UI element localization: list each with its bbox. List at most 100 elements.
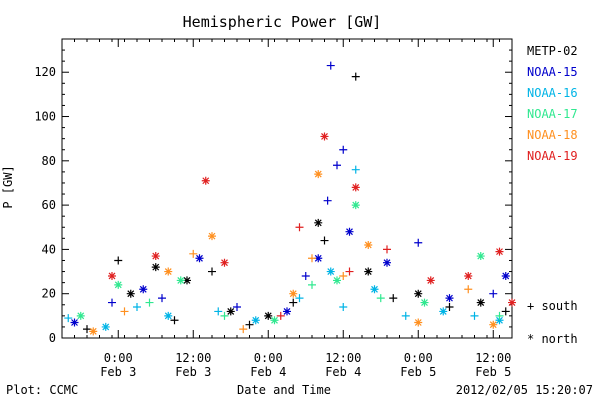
y-tick-label: 20 [42, 287, 56, 301]
data-point-south [339, 271, 348, 280]
data-point-north [139, 285, 148, 294]
plot-credit: Plot: CCMC [6, 383, 78, 397]
data-point-south [326, 61, 335, 70]
data-point-north [264, 311, 273, 320]
legend: METP-02 NOAA-15 NOAA-16 NOAA-17 NOAA-18 NOAA-… [527, 44, 578, 163]
legend-item: NOAA-18 [527, 128, 578, 142]
data-point-south [501, 307, 510, 316]
data-point-south [170, 316, 179, 325]
data-point-north [489, 320, 498, 329]
data-point-north [251, 316, 260, 325]
data-point-south [333, 161, 341, 170]
data-point-south [295, 223, 304, 232]
data-point-north [333, 276, 341, 285]
data-point-north [364, 240, 373, 249]
data-point-north [345, 227, 354, 236]
data-point-south [289, 298, 298, 307]
data-point-north [76, 311, 85, 320]
data-point-north [364, 267, 373, 276]
data-point-south [389, 294, 398, 303]
data-point-north [495, 316, 504, 325]
data-point-north [283, 307, 291, 316]
x-tick-label-date: Feb 4 [325, 365, 361, 379]
data-point-north [370, 285, 379, 294]
data-point-south [233, 302, 241, 311]
legend-north-key: * north [527, 332, 578, 346]
data-point-north [108, 271, 116, 280]
data-point-south [339, 145, 348, 154]
y-tick-label: 120 [34, 65, 56, 79]
data-point-north [426, 276, 435, 285]
data-point-south [339, 302, 348, 311]
data-point-south [83, 325, 91, 334]
data-point-south [189, 249, 198, 258]
x-tick-label-time: 0:00 [104, 351, 133, 365]
data-point-north [476, 252, 485, 261]
data-point-north [320, 132, 329, 141]
data-point-north [495, 247, 504, 256]
data-point-south [239, 325, 248, 334]
data-point-north [164, 311, 173, 320]
data-point-north [314, 218, 323, 227]
data-point-north [351, 201, 360, 210]
x-tick-label-date: Feb 3 [175, 365, 211, 379]
chart-title: Hemispheric Power [GW] [183, 13, 382, 31]
data-point-north [201, 176, 210, 185]
data-point-south [401, 311, 410, 320]
x-tick-label-time: 12:00 [175, 351, 211, 365]
data-point-south [351, 165, 360, 174]
data-point-south [414, 238, 423, 247]
data-point-south [383, 245, 391, 254]
y-tick-label: 100 [34, 110, 56, 124]
data-point-north [508, 298, 516, 307]
data-point-north [464, 271, 473, 280]
data-point-south [320, 236, 329, 245]
data-point-north [126, 289, 135, 298]
x-tick-label-date: Feb 4 [250, 365, 286, 379]
data-point-south [345, 267, 354, 276]
data-point-north [114, 280, 123, 289]
data-point-south [220, 311, 229, 320]
data-point-south [445, 302, 454, 311]
data-point-south [351, 72, 360, 81]
data-point-south [376, 294, 385, 303]
data-point-south [470, 311, 479, 320]
data-point-south [489, 289, 498, 298]
data-point-north [289, 289, 298, 298]
data-point-north [445, 294, 454, 303]
data-point-south [323, 196, 332, 205]
data-point-south [276, 311, 285, 320]
data-point-north [220, 258, 229, 267]
data-point-south [308, 254, 316, 263]
data-point-north [439, 307, 448, 316]
y-axis-label: P [GW] [1, 165, 15, 208]
data-point-north [70, 318, 79, 327]
data-point-south [464, 285, 473, 294]
plot-timestamp: 2012/02/05 15:20:07 [456, 383, 593, 397]
legend-item: NOAA-15 [527, 65, 578, 79]
y-tick-label: 60 [42, 198, 56, 212]
data-point-north [414, 289, 423, 298]
data-point-north [208, 232, 216, 241]
y-tick-label: 0 [49, 331, 56, 345]
data-point-south [133, 302, 141, 311]
data-point-south [495, 311, 504, 320]
data-point-north [226, 307, 235, 316]
x-tick-label-date: Feb 5 [475, 365, 511, 379]
data-point-south [308, 280, 316, 289]
legend-south-key: + south [527, 299, 578, 313]
data-point-north [151, 263, 160, 272]
data-point-north [89, 327, 98, 336]
data-point-north [420, 298, 429, 307]
x-axis-label: Date and Time [237, 383, 331, 397]
x-tick-label-time: 12:00 [475, 351, 511, 365]
data-point-south [208, 267, 216, 276]
data-point-north [326, 267, 335, 276]
data-point-north [183, 276, 191, 285]
data-point-south [158, 294, 166, 303]
data-point-north [164, 267, 173, 276]
data-point-south [214, 307, 223, 316]
data-point-north [176, 276, 185, 285]
